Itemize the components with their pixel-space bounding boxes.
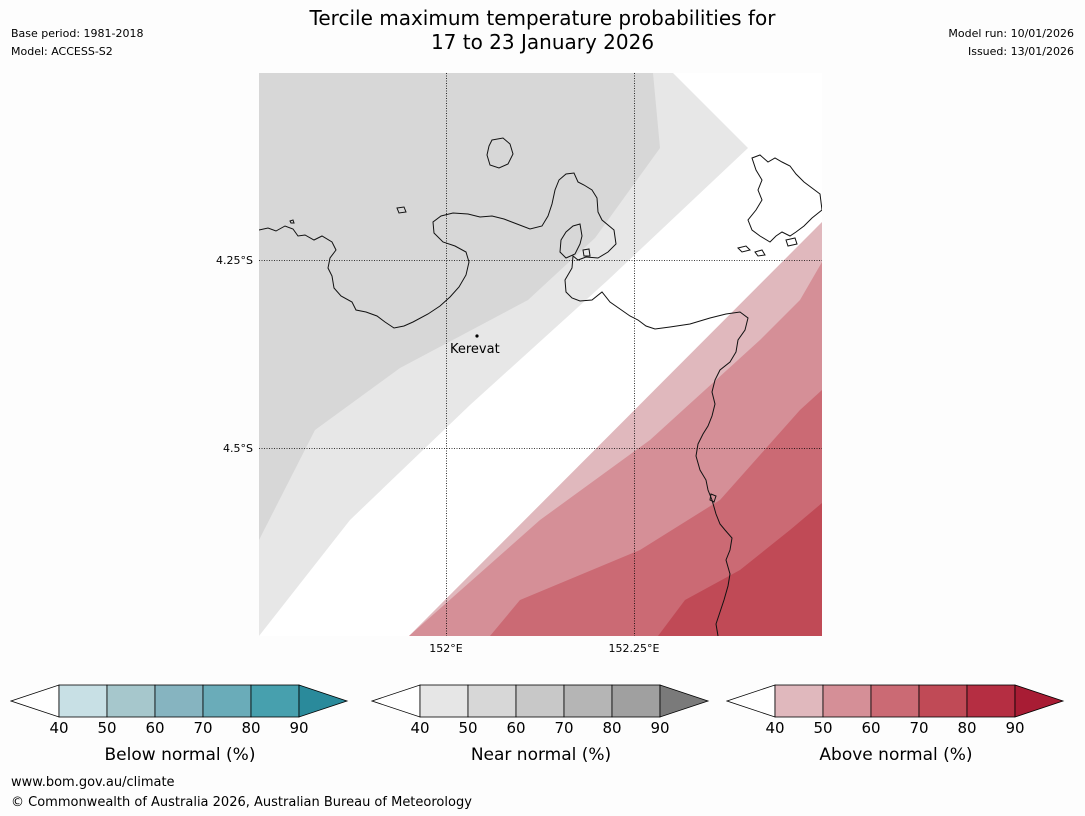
place-label-kerevat: Kerevat <box>450 342 500 357</box>
colorbar-segment <box>467 684 517 718</box>
colorbar-tick-label: 40 <box>49 719 69 737</box>
coastline-islet-5 <box>754 249 766 257</box>
title-line-2: 17 to 23 January 2026 <box>430 30 655 54</box>
colorbar-segment <box>611 684 661 718</box>
map-area <box>259 73 822 636</box>
issued-text: Issued: 13/01/2026 <box>967 45 1074 58</box>
coastline-islet-6 <box>785 237 798 247</box>
lon-label-152e: 152°E <box>429 642 463 655</box>
colorbar-segment <box>250 684 300 718</box>
colorbar-graphic <box>371 684 710 718</box>
colorbar-extend-high <box>659 684 710 718</box>
colorbar-segment <box>563 684 613 718</box>
map-title: Tercile maximum temperature probabilitie… <box>0 6 1085 54</box>
colorbar-above-normal: 40 50 60 70 80 90 Above normal (%) <box>726 684 1066 772</box>
colorbar-below-normal: 40 50 60 70 80 90 Below normal (%) <box>10 684 350 772</box>
coastline-islet-4 <box>737 245 751 253</box>
above-normal-70-region <box>658 503 822 636</box>
footer-copyright: © Commonwealth of Australia 2026, Austra… <box>11 795 472 810</box>
lat-label-4-25s: 4.25°S <box>216 254 253 267</box>
colorbar-tick-label: 90 <box>650 719 670 737</box>
colorbar-segment <box>918 684 968 718</box>
colorbar-segment <box>202 684 252 718</box>
colorbar-near-normal: 40 50 60 70 80 90 Near normal (%) <box>371 684 711 772</box>
colorbar-extend-low <box>10 684 60 718</box>
coastline-group <box>259 137 822 636</box>
colorbar-tick-label: 70 <box>193 719 213 737</box>
header-meta-left: Base period: 1981-2018 Model: ACCESS-S2 <box>11 25 143 61</box>
coastline-islet-1 <box>396 206 407 214</box>
colorbar-tick-label: 50 <box>97 719 117 737</box>
colorbar-extend-high <box>298 684 349 718</box>
colorbar-segment <box>106 684 156 718</box>
footer-url: www.bom.gov.au/climate <box>11 775 175 790</box>
colorbar-tick-label: 60 <box>145 719 165 737</box>
colorbar-segment <box>58 684 108 718</box>
colorbar-tick-label: 80 <box>241 719 261 737</box>
colorbar-extend-low <box>371 684 421 718</box>
coastline-islet-7 <box>709 493 717 503</box>
colorbar-tick-label: 70 <box>909 719 929 737</box>
lon-label-152-25e: 152.25°E <box>608 642 660 655</box>
title-line-1: Tercile maximum temperature probabilitie… <box>309 6 776 30</box>
model-text: Model: ACCESS-S2 <box>11 45 113 58</box>
colorbar-segment <box>515 684 565 718</box>
colorbar-tick-label: 80 <box>957 719 977 737</box>
colorbar-tick-label: 80 <box>602 719 622 737</box>
colorbar-tick-label: 40 <box>765 719 785 737</box>
coastline-gazelle <box>259 172 749 636</box>
colorbar-segment <box>774 684 824 718</box>
colorbar-tick-label: 40 <box>410 719 430 737</box>
colorbar-label: Near normal (%) <box>470 745 612 765</box>
coastline-rabaul <box>559 223 583 259</box>
header-meta-right: Model run: 10/01/2026 Issued: 13/01/2026 <box>948 25 1074 61</box>
colorbar-graphic <box>10 684 349 718</box>
colorbar-tick-label: 90 <box>1005 719 1025 737</box>
coastline-islet-2 <box>289 219 295 224</box>
lat-label-4-5s: 4.5°S <box>223 442 253 455</box>
colorbar-tick-label: 60 <box>861 719 881 737</box>
colorbar-tick-label: 50 <box>813 719 833 737</box>
coastline-islet-3 <box>582 248 591 257</box>
colorbar-segment <box>822 684 872 718</box>
near-normal-50-region <box>259 73 660 540</box>
base-period-text: Base period: 1981-2018 <box>11 27 144 40</box>
colorbar-segment <box>154 684 204 718</box>
kerevat-marker <box>475 334 479 338</box>
model-run-text: Model run: 10/01/2026 <box>948 27 1074 40</box>
colorbar-tick-label: 90 <box>289 719 309 737</box>
colorbar-tick-label: 60 <box>506 719 526 737</box>
colorbar-segment <box>419 684 469 718</box>
colorbar-label: Above normal (%) <box>819 745 973 765</box>
colorbar-extend-low <box>726 684 776 718</box>
colorbar-tick-label: 70 <box>554 719 574 737</box>
coastline-island-north <box>486 137 514 169</box>
colorbar-extend-high <box>1014 684 1065 718</box>
coastline-islands-northeast <box>747 154 822 243</box>
colorbar-segment <box>966 684 1016 718</box>
colorbar-segment <box>870 684 920 718</box>
colorbar-graphic <box>726 684 1065 718</box>
colorbar-label: Below normal (%) <box>104 745 256 765</box>
colorbar-tick-label: 50 <box>458 719 478 737</box>
